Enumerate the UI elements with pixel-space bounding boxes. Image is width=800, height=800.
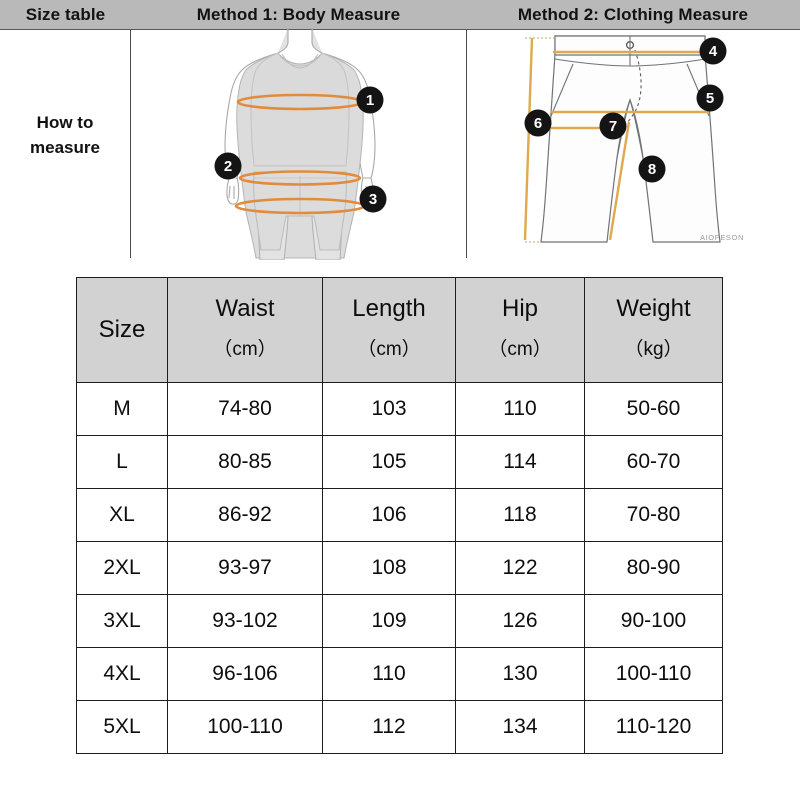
how-to-measure-label: How to measure xyxy=(0,110,130,160)
table-row: 5XL 100-110 112 134 110-120 xyxy=(76,700,723,754)
panel-divider-right xyxy=(466,30,467,258)
cell-hip: 130 xyxy=(455,647,585,701)
cell-weight: 70-80 xyxy=(584,488,723,542)
cell-size: 5XL xyxy=(76,700,168,754)
badge-4-waistband: 4 xyxy=(700,38,726,64)
cell-weight: 110-120 xyxy=(584,700,723,754)
cell-size: XL xyxy=(76,488,168,542)
cell-size: M xyxy=(76,382,168,436)
cell-size: L xyxy=(76,435,168,489)
cell-hip: 118 xyxy=(455,488,585,542)
badge-2-waist: 2 xyxy=(215,153,241,179)
size-table-body: M 74-80 103 110 50-60 L 80-85 105 114 60… xyxy=(76,382,723,754)
how-to-measure-line1: How to xyxy=(36,113,94,132)
column-header-size: Size xyxy=(76,277,168,383)
cell-size: 2XL xyxy=(76,541,168,595)
badge-6-length: 6 xyxy=(525,110,551,136)
cell-weight: 90-100 xyxy=(584,594,723,648)
header-title-method-2: Method 2: Clothing Measure xyxy=(517,4,749,24)
cell-waist: 93-102 xyxy=(167,594,323,648)
cell-waist: 74-80 xyxy=(167,382,323,436)
header-title-size-table: Size table xyxy=(25,4,106,24)
badge-3-hip: 3 xyxy=(360,186,386,212)
cell-hip: 122 xyxy=(455,541,585,595)
cell-length: 103 xyxy=(322,382,456,436)
cell-length: 106 xyxy=(322,488,456,542)
panel-divider-left xyxy=(130,30,131,258)
cell-length: 105 xyxy=(322,435,456,489)
cell-size: 3XL xyxy=(76,594,168,648)
brand-watermark: AIOPESON xyxy=(700,233,744,242)
cell-weight: 60-70 xyxy=(584,435,723,489)
cell-length: 109 xyxy=(322,594,456,648)
table-row: 4XL 96-106 110 130 100-110 xyxy=(76,647,723,701)
cell-length: 110 xyxy=(322,647,456,701)
table-row: M 74-80 103 110 50-60 xyxy=(76,382,723,436)
cell-waist: 80-85 xyxy=(167,435,323,489)
cell-waist: 93-97 xyxy=(167,541,323,595)
cell-waist: 96-106 xyxy=(167,647,323,701)
cell-waist: 100-110 xyxy=(167,700,323,754)
column-header-length: Length （cm） xyxy=(322,277,456,383)
table-row: XL 86-92 106 118 70-80 xyxy=(76,488,723,542)
table-row: 3XL 93-102 109 126 90-100 xyxy=(76,594,723,648)
cell-hip: 114 xyxy=(455,435,585,489)
body-measure-diagram xyxy=(196,26,404,260)
cell-length: 112 xyxy=(322,700,456,754)
column-header-waist: Waist （cm） xyxy=(167,277,323,383)
badge-1-chest: 1 xyxy=(357,87,383,113)
clothing-measure-diagram xyxy=(505,28,755,258)
badge-8-inseam: 8 xyxy=(639,156,665,182)
column-header-hip: Hip （cm） xyxy=(455,277,585,383)
cell-hip: 110 xyxy=(455,382,585,436)
how-to-measure-line2: measure xyxy=(30,138,100,157)
cell-weight: 50-60 xyxy=(584,382,723,436)
table-header-row: Size Waist （cm） Length （cm） Hip （cm） Wei… xyxy=(76,277,723,383)
header-title-method-1: Method 1: Body Measure xyxy=(196,4,401,24)
header-bar: Size table Method 1: Body Measure Method… xyxy=(0,0,800,30)
table-row: L 80-85 105 114 60-70 xyxy=(76,435,723,489)
cell-hip: 126 xyxy=(455,594,585,648)
size-table: Size Waist （cm） Length （cm） Hip （cm） Wei… xyxy=(76,277,723,754)
cell-size: 4XL xyxy=(76,647,168,701)
cell-length: 108 xyxy=(322,541,456,595)
cell-waist: 86-92 xyxy=(167,488,323,542)
cell-weight: 80-90 xyxy=(584,541,723,595)
column-header-weight: Weight （kg） xyxy=(584,277,723,383)
cell-hip: 134 xyxy=(455,700,585,754)
badge-7-thigh: 7 xyxy=(600,113,626,139)
table-row: 2XL 93-97 108 122 80-90 xyxy=(76,541,723,595)
cell-weight: 100-110 xyxy=(584,647,723,701)
badge-5-hip: 5 xyxy=(697,85,723,111)
